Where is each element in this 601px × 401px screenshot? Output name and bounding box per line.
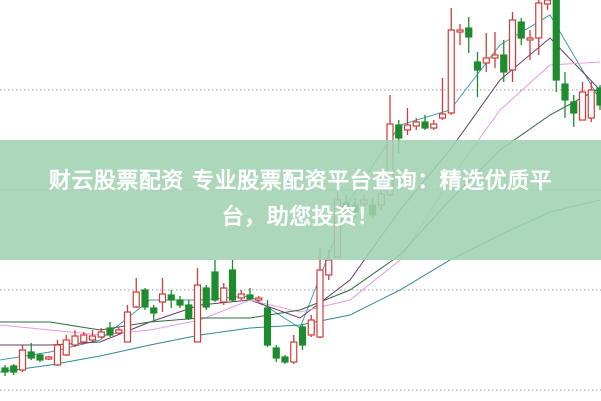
candle-up [88, 335, 97, 341]
candle-down [202, 287, 210, 308]
candle-down [1, 367, 9, 373]
banner-title-line-2: 台，助您投资！ [221, 205, 380, 230]
candle-up [482, 57, 490, 64]
candle-down [185, 304, 193, 319]
candle-down [246, 294, 254, 300]
candle-down [27, 351, 35, 359]
candle-up [71, 335, 79, 346]
candle-up [115, 329, 123, 334]
candle-down [10, 365, 18, 373]
candle-down [106, 327, 114, 336]
candle-down [596, 87, 601, 106]
candle-down [298, 326, 307, 346]
title-banner: 财云股票配资 专业股票配资平台查询：精选优质平 台，助您投资！ [0, 140, 601, 260]
candle-up [325, 259, 333, 276]
candle-down [141, 289, 149, 308]
candle-down [167, 294, 175, 301]
candle-up [158, 293, 167, 303]
candle-down [150, 307, 158, 314]
candle-down [281, 356, 289, 363]
candle-up [447, 29, 455, 114]
candle-up [587, 89, 595, 119]
candle-down [561, 83, 569, 101]
candle-up [508, 19, 517, 71]
candle-up [123, 311, 132, 343]
candle-up [491, 54, 499, 59]
candle-down [272, 347, 280, 359]
candle-up [53, 344, 62, 366]
candle-up [290, 341, 298, 363]
candle-down [263, 307, 272, 346]
candle-down [36, 354, 44, 361]
candle-down [211, 271, 219, 301]
candle-up [97, 331, 105, 338]
candle-down [552, 0, 560, 81]
candle-up [45, 356, 53, 360]
candle-down [395, 124, 403, 139]
candle-down [570, 101, 578, 114]
candle-up [543, 0, 552, 5]
candle-down [421, 121, 429, 129]
candle-up [237, 293, 245, 299]
candle-up [220, 287, 228, 303]
candle-up [132, 291, 140, 308]
candle-down [176, 299, 184, 306]
candle-up [438, 113, 447, 119]
candle-up [412, 121, 420, 127]
candle-down [473, 61, 482, 71]
banner-title-line-1: 财云股票配资 专业股票配资平台查询：精选优质平 [48, 169, 553, 194]
candle-up [255, 297, 263, 301]
candle-up [193, 284, 202, 343]
candle-up [307, 319, 315, 336]
candle-up [80, 334, 88, 343]
candle-down [500, 54, 508, 73]
candle-up [526, 37, 534, 41]
candle-up [430, 123, 438, 129]
candle-up [535, 2, 543, 39]
candle-up [403, 124, 412, 131]
candle-up [62, 339, 70, 356]
candle-up [456, 29, 464, 33]
candle-up [578, 91, 587, 121]
candle-up [18, 349, 27, 371]
moving-average-line [0, 37, 601, 346]
candle-up [316, 269, 324, 338]
candle-down [465, 27, 473, 38]
candle-down [228, 269, 237, 301]
candle-down [517, 21, 525, 39]
